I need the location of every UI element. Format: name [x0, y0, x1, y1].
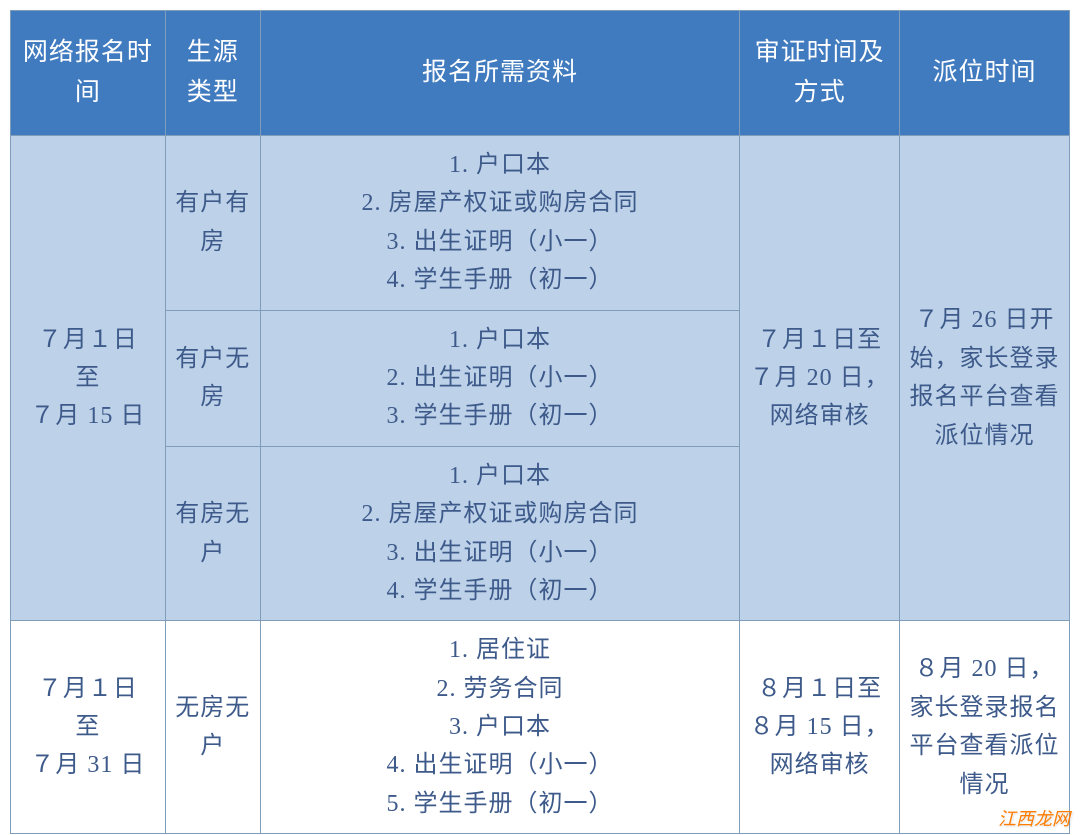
- header-student-type: 生源类型: [165, 11, 260, 136]
- period1-docs-1: 1. 户口本2. 出生证明（小一）3. 学生手册（初一）: [260, 310, 739, 446]
- period1-type-2: 有房无户: [165, 446, 260, 621]
- table-header-row: 网络报名时间 生源类型 报名所需资料 审证时间及方式 派位时间: [11, 11, 1070, 136]
- header-registration-time: 网络报名时间: [11, 11, 166, 136]
- table-row: ７月１日至７月 31 日 无房无户 1. 居住证2. 劳务合同3. 户口本4. …: [11, 621, 1070, 834]
- period1-type-1: 有户无房: [165, 310, 260, 446]
- header-required-docs: 报名所需资料: [260, 11, 739, 136]
- table-row: ７月１日至７月 15 日 有户有房 1. 户口本2. 房屋产权证或购房合同3. …: [11, 136, 1070, 311]
- period2-time: ７月１日至７月 31 日: [11, 621, 166, 834]
- period1-docs-2: 1. 户口本2. 房屋产权证或购房合同3. 出生证明（小一）4. 学生手册（初一…: [260, 446, 739, 621]
- watermark-text: 江西龙网: [998, 805, 1070, 831]
- header-allocation-time: 派位时间: [900, 11, 1070, 136]
- period2-type: 无房无户: [165, 621, 260, 834]
- period1-allocation: ７月 26 日开始，家长登录报名平台查看派位情况: [900, 136, 1070, 621]
- period2-docs: 1. 居住证2. 劳务合同3. 户口本4. 出生证明（小一）5. 学生手册（初一…: [260, 621, 739, 834]
- period1-time: ７月１日至７月 15 日: [11, 136, 166, 621]
- header-review-time: 审证时间及方式: [740, 11, 900, 136]
- period1-review: ７月１日至７月 20 日，网络审核: [740, 136, 900, 621]
- period1-docs-0: 1. 户口本2. 房屋产权证或购房合同3. 出生证明（小一）4. 学生手册（初一…: [260, 136, 739, 311]
- registration-schedule-table: 网络报名时间 生源类型 报名所需资料 审证时间及方式 派位时间 ７月１日至７月 …: [10, 10, 1070, 834]
- period2-allocation: ８月 20 日，家长登录报名平台查看派位情况: [900, 621, 1070, 834]
- period1-type-0: 有户有房: [165, 136, 260, 311]
- period2-review: ８月１日至８月 15 日，网络审核: [740, 621, 900, 834]
